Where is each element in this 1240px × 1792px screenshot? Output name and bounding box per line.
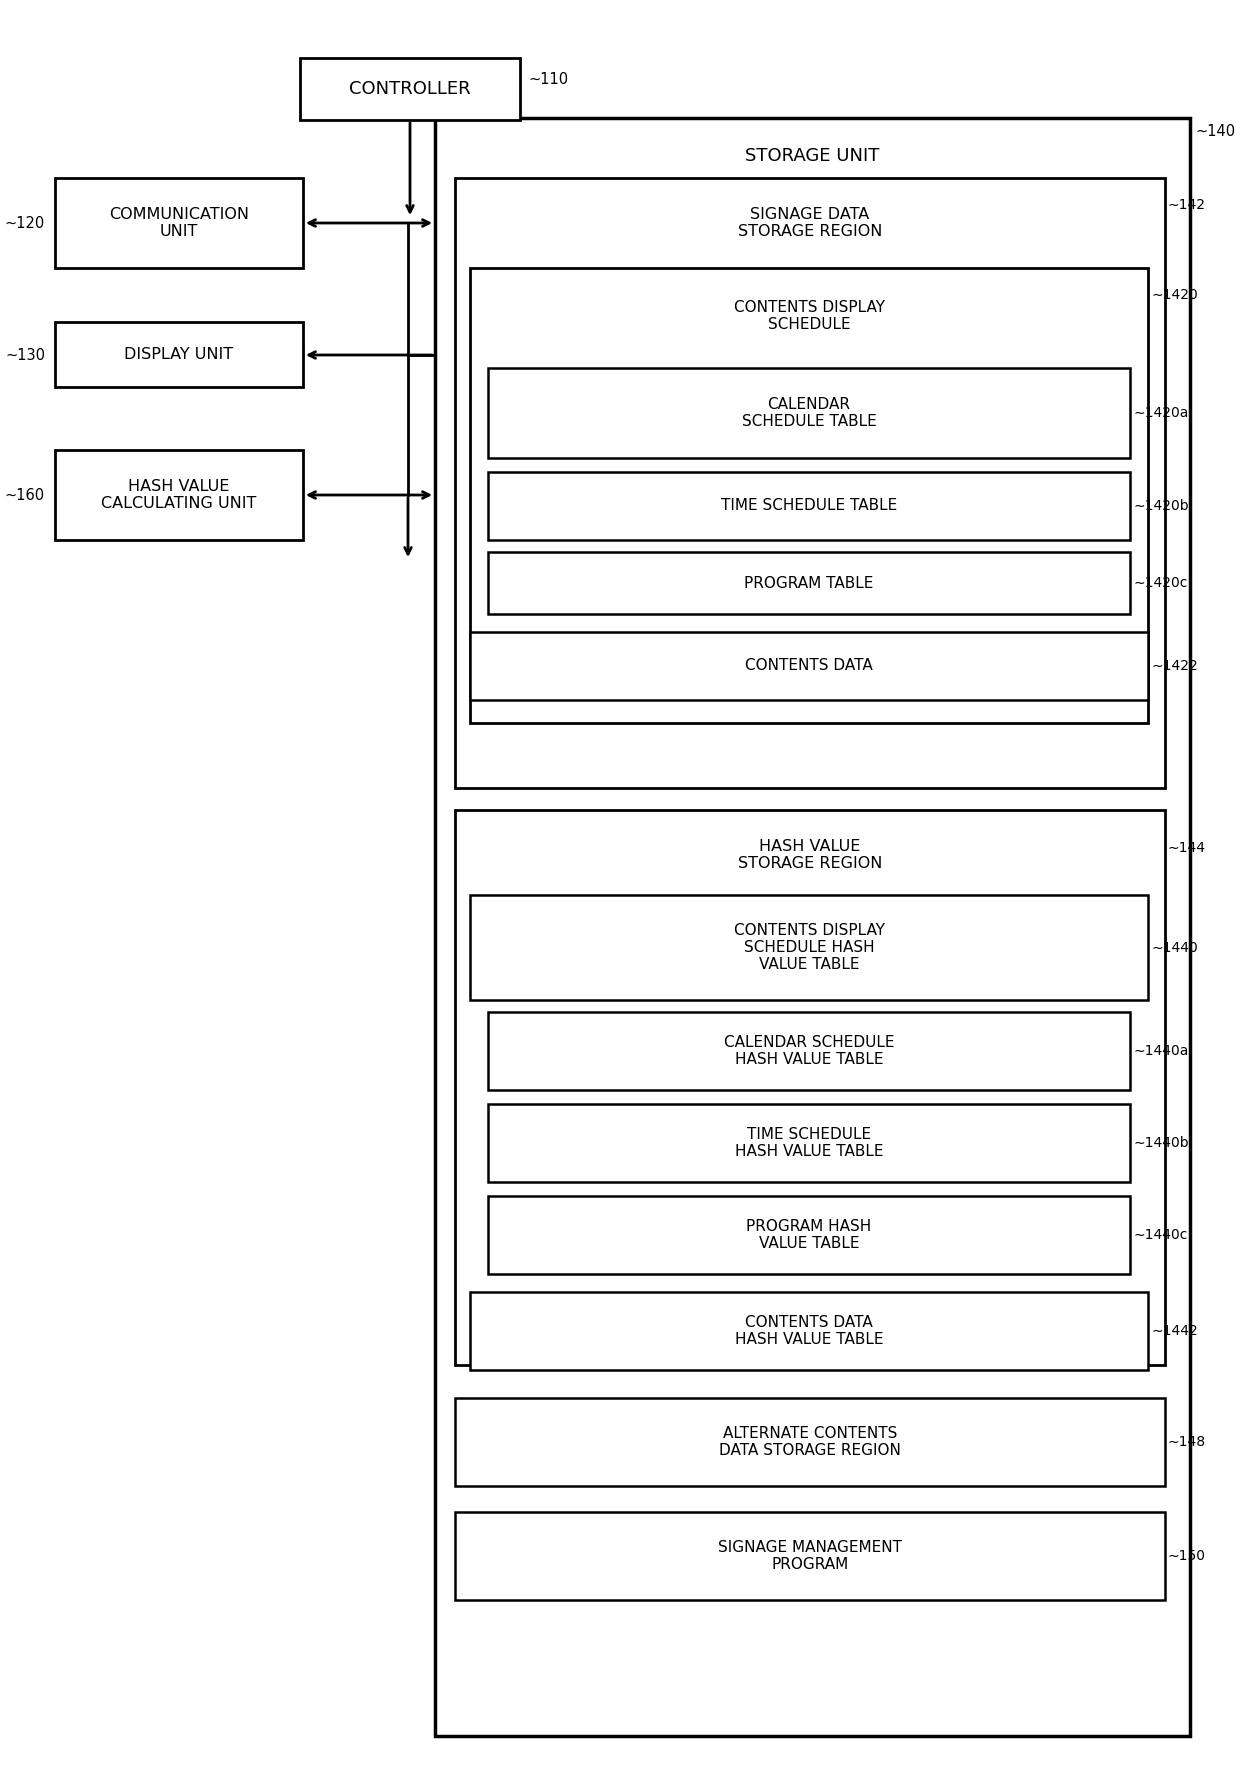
Text: PROGRAM HASH
VALUE TABLE: PROGRAM HASH VALUE TABLE: [746, 1219, 872, 1251]
Text: PROGRAM TABLE: PROGRAM TABLE: [744, 575, 874, 591]
Bar: [455, 1512, 1166, 1600]
Text: ∼1422: ∼1422: [1152, 659, 1199, 674]
Text: CONTENTS DISPLAY
SCHEDULE: CONTENTS DISPLAY SCHEDULE: [734, 299, 884, 332]
Bar: [455, 810, 1166, 1366]
Text: ∼120: ∼120: [5, 215, 45, 231]
Text: ∼1440a: ∼1440a: [1135, 1045, 1189, 1057]
Text: ∼1420b: ∼1420b: [1135, 498, 1189, 513]
Text: ∼1420a: ∼1420a: [1135, 407, 1189, 419]
Bar: [455, 177, 1166, 788]
Text: ∼1440b: ∼1440b: [1135, 1136, 1189, 1150]
Text: ∼140: ∼140: [1195, 124, 1235, 140]
Bar: [489, 1104, 1130, 1183]
Text: ALTERNATE CONTENTS
DATA STORAGE REGION: ALTERNATE CONTENTS DATA STORAGE REGION: [719, 1426, 901, 1459]
Bar: [435, 118, 1190, 1736]
Bar: [55, 323, 303, 387]
Bar: [489, 1195, 1130, 1274]
Bar: [55, 450, 303, 539]
Text: ∼144: ∼144: [1168, 840, 1207, 855]
Text: CALENDAR SCHEDULE
HASH VALUE TABLE: CALENDAR SCHEDULE HASH VALUE TABLE: [724, 1034, 894, 1068]
Text: ∼1440: ∼1440: [1152, 941, 1199, 955]
Text: HASH VALUE
CALCULATING UNIT: HASH VALUE CALCULATING UNIT: [102, 478, 257, 511]
Text: ∼1440c: ∼1440c: [1135, 1228, 1188, 1242]
Bar: [470, 633, 1148, 701]
Text: CONTENTS DATA
HASH VALUE TABLE: CONTENTS DATA HASH VALUE TABLE: [735, 1315, 883, 1348]
Text: ∼110: ∼110: [528, 72, 568, 88]
Text: ∼142: ∼142: [1168, 197, 1207, 211]
Text: TIME SCHEDULE TABLE: TIME SCHEDULE TABLE: [720, 498, 897, 514]
Text: HASH VALUE
STORAGE REGION: HASH VALUE STORAGE REGION: [738, 839, 882, 871]
Text: STORAGE UNIT: STORAGE UNIT: [745, 147, 879, 165]
Text: DISPLAY UNIT: DISPLAY UNIT: [124, 348, 233, 362]
Bar: [489, 552, 1130, 615]
Bar: [55, 177, 303, 269]
Bar: [470, 269, 1148, 722]
Text: CALENDAR
SCHEDULE TABLE: CALENDAR SCHEDULE TABLE: [742, 396, 877, 430]
Text: COMMUNICATION
UNIT: COMMUNICATION UNIT: [109, 206, 249, 238]
Text: ∼1420c: ∼1420c: [1135, 575, 1188, 590]
Text: CONTROLLER: CONTROLLER: [350, 81, 471, 99]
Bar: [489, 471, 1130, 539]
Bar: [300, 57, 520, 120]
Text: ∼130: ∼130: [5, 348, 45, 362]
Text: SIGNAGE MANAGEMENT
PROGRAM: SIGNAGE MANAGEMENT PROGRAM: [718, 1539, 901, 1572]
Bar: [455, 1398, 1166, 1486]
Text: SIGNAGE DATA
STORAGE REGION: SIGNAGE DATA STORAGE REGION: [738, 206, 882, 238]
Text: CONTENTS DISPLAY
SCHEDULE HASH
VALUE TABLE: CONTENTS DISPLAY SCHEDULE HASH VALUE TAB…: [734, 923, 884, 973]
Text: ∼148: ∼148: [1168, 1435, 1207, 1450]
Text: CONTENTS DATA: CONTENTS DATA: [745, 658, 873, 674]
Bar: [489, 1012, 1130, 1090]
Bar: [489, 367, 1130, 459]
Text: ∼1442: ∼1442: [1152, 1324, 1199, 1339]
Bar: [470, 894, 1148, 1000]
Bar: [470, 1292, 1148, 1371]
Text: ∼160: ∼160: [5, 487, 45, 502]
Text: TIME SCHEDULE
HASH VALUE TABLE: TIME SCHEDULE HASH VALUE TABLE: [735, 1127, 883, 1159]
Text: ∼150: ∼150: [1168, 1548, 1207, 1563]
Text: ∼1420: ∼1420: [1152, 289, 1199, 303]
